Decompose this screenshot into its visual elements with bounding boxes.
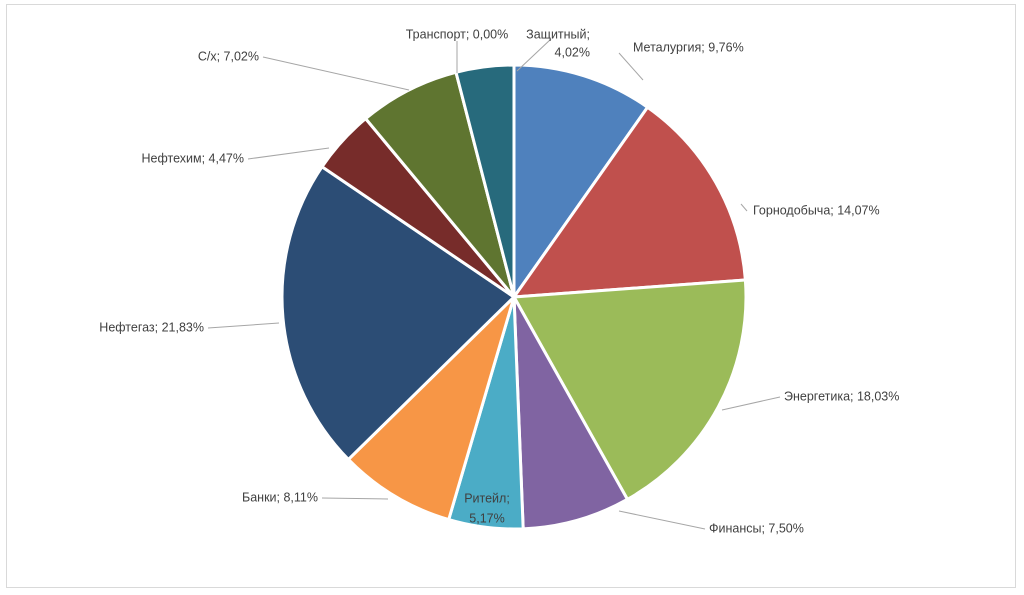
data-label-slice-11-line-1: Защитный; — [526, 27, 590, 41]
chart-area: Металургия; 9,76% Горнодобыча; 14,07% Энер… — [6, 4, 1016, 588]
data-label-slice-7: Нефтегаз; 21,83% — [99, 320, 204, 334]
pie-slice-3 — [512, 278, 748, 501]
leader-line-slice-4 — [618, 510, 706, 530]
data-label-slice-4: Финансы; 7,50% — [709, 521, 804, 535]
leader-line-slice-2 — [740, 203, 748, 212]
leader-line-slice-6 — [321, 497, 389, 500]
data-label-slice-8: Нефтехим; 4,47% — [142, 151, 244, 165]
pie-slice-7 — [280, 165, 516, 461]
data-label-slice-5-line-1: Ритейл; — [464, 491, 510, 505]
leader-line-slice-7 — [207, 322, 280, 329]
pie-slice-11 — [454, 63, 516, 299]
data-label-slice-3: Энергетика; 18,03% — [784, 389, 899, 403]
data-label-slice-6: Банки; 8,11% — [242, 490, 318, 504]
leader-line-slice-3 — [721, 396, 781, 411]
data-label-slice-2: Горнодобыча; 14,07% — [753, 203, 880, 217]
pie-chart: Металургия; 9,76% Горнодобыча; 14,07% Энер… — [99, 27, 899, 535]
leader-line-slice-11 — [516, 38, 552, 72]
pie-slice-1 — [512, 63, 650, 299]
pie-slice-2 — [512, 105, 747, 299]
data-label-slice-10: Транспорт; 0,00% — [406, 27, 509, 41]
pie-slices — [280, 63, 748, 531]
data-label-slice-9: С/х; 7,02% — [198, 49, 259, 63]
leader-line-slice-8 — [247, 147, 330, 160]
data-label-slice-11-line-2: 4,02% — [555, 45, 590, 59]
pie-slice-9 — [364, 70, 516, 299]
leader-line-slice-9 — [262, 56, 410, 91]
data-label-slice-1: Металургия; 9,76% — [633, 40, 744, 54]
pie-slice-6 — [346, 295, 516, 522]
data-label-slice-5-line-2: 5,17% — [469, 511, 504, 525]
leader-line-slice-1 — [618, 52, 644, 81]
pie-slice-4 — [512, 295, 629, 531]
